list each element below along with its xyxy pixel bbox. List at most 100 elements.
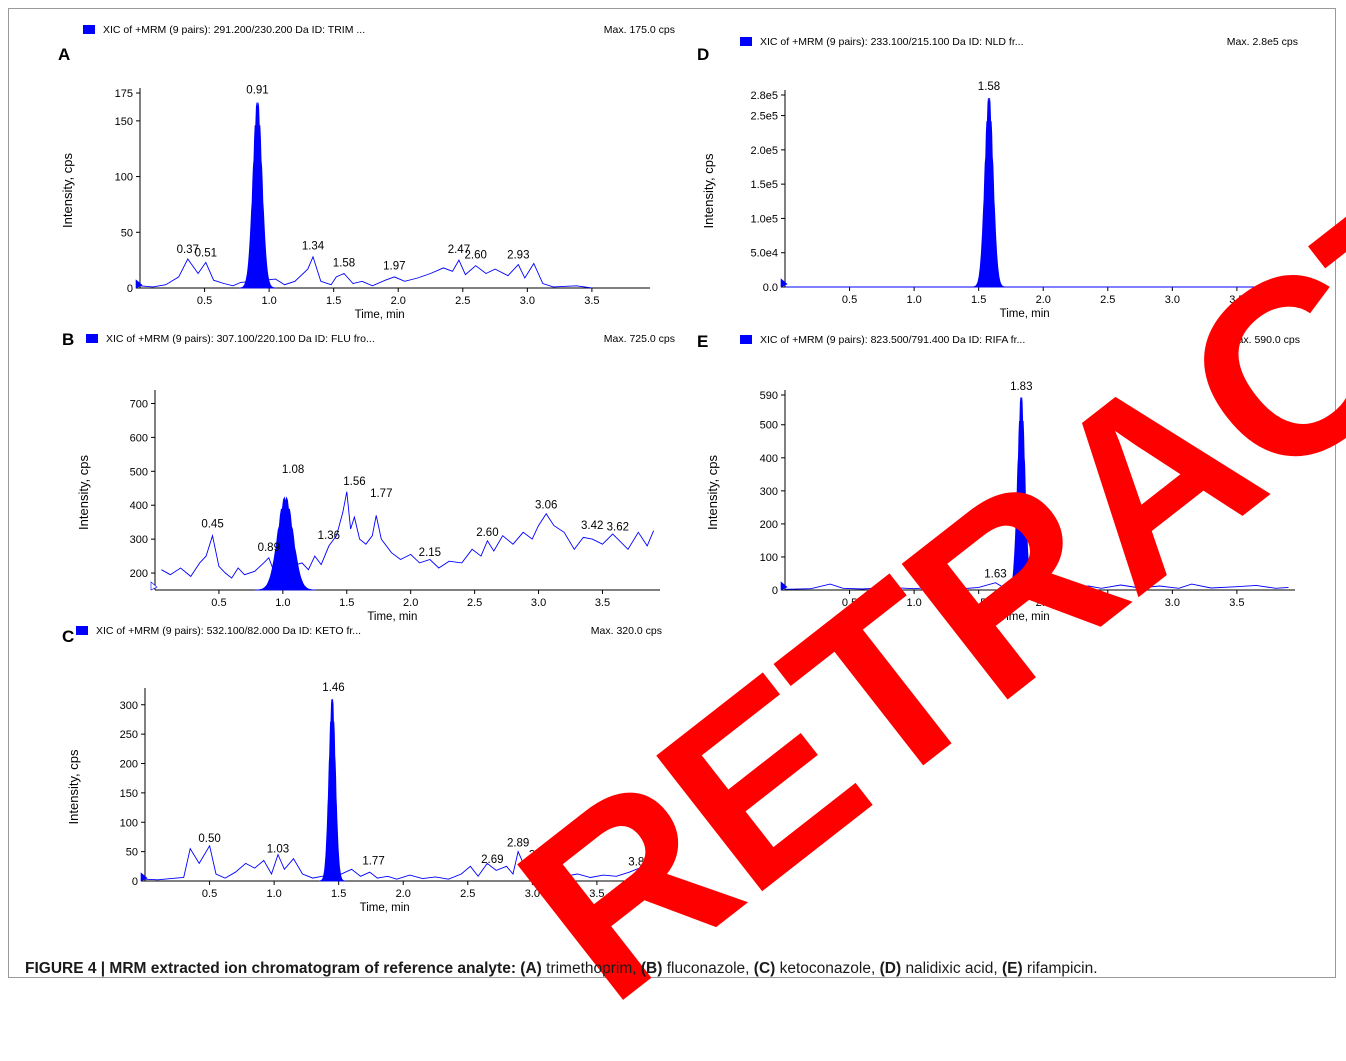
max-intensity-label: Max. 590.0 cps bbox=[1229, 334, 1300, 346]
y-tick-label: 590 bbox=[760, 390, 778, 402]
chromatogram-trace bbox=[139, 255, 592, 289]
peak-label: 1.77 bbox=[370, 488, 392, 500]
y-tick-label: 2.8e5 bbox=[750, 90, 778, 102]
figure-frame bbox=[8, 8, 1336, 978]
peak-label: 0.45 bbox=[201, 518, 223, 530]
panel-label-b: B bbox=[62, 330, 74, 349]
xic-header: XIC of +MRM (9 pairs): 532.100/82.000 Da… bbox=[96, 625, 361, 637]
y-tick-label: 1.5e5 bbox=[750, 179, 778, 191]
caption-tag-a: (A) bbox=[520, 960, 542, 977]
peak-label: 0.91 bbox=[246, 85, 268, 97]
y-tick-label: 50 bbox=[126, 847, 138, 859]
y-tick-label: 100 bbox=[120, 817, 138, 829]
caption-name-b: fluconazole, bbox=[666, 960, 750, 977]
y-tick-label: 300 bbox=[120, 700, 138, 712]
x-tick-label: 3.0 bbox=[1165, 597, 1180, 609]
y-tick-label: 50 bbox=[121, 227, 133, 239]
panel-label-c: C bbox=[62, 627, 74, 646]
x-tick-label: 3.5 bbox=[595, 597, 610, 609]
chromatogram-trace bbox=[161, 491, 655, 579]
x-axis-label: Time, min bbox=[355, 309, 405, 321]
x-tick-label: 0.5 bbox=[202, 888, 217, 900]
caption-name-a: trimethoprim, bbox=[546, 960, 637, 977]
y-axis-label: Intensity, cps bbox=[701, 153, 716, 228]
peak-label: 1.46 bbox=[322, 682, 344, 694]
peak-label: 2.69 bbox=[481, 854, 503, 866]
y-tick-label: 200 bbox=[130, 568, 148, 580]
chromatogram-panels: A XIC of +MRM (9 pairs): 291.200/230.200 … bbox=[58, 24, 1300, 914]
peak-label: 2.15 bbox=[419, 547, 441, 559]
caption-tag-d: (D) bbox=[879, 960, 902, 977]
y-axis-label: Intensity, cps bbox=[705, 455, 720, 530]
y-tick-label: 1.0e5 bbox=[750, 213, 778, 225]
peak-label: 3.06 bbox=[529, 849, 551, 861]
y-tick-label: 175 bbox=[115, 88, 133, 100]
start-marker bbox=[780, 581, 788, 591]
caption-tag-b: (B) bbox=[640, 960, 663, 977]
xic-header: XIC of +MRM (9 pairs): 291.200/230.200 D… bbox=[103, 24, 365, 36]
x-tick-label: 0.5 bbox=[842, 597, 857, 609]
y-tick-label: 0 bbox=[127, 283, 133, 295]
peak-label: 1.58 bbox=[978, 81, 1000, 93]
caption-tag-c: (C) bbox=[753, 960, 776, 977]
peak-label: 1.34 bbox=[302, 241, 325, 253]
y-tick-label: 200 bbox=[120, 759, 138, 771]
peak-label: 3.62 bbox=[607, 522, 629, 534]
chromatogram-trace bbox=[144, 844, 649, 881]
x-tick-label: 1.0 bbox=[266, 888, 281, 900]
y-tick-label: 150 bbox=[120, 788, 138, 800]
x-tick-label: 3.5 bbox=[1229, 294, 1244, 306]
chart-panel-a: A XIC of +MRM (9 pairs): 291.200/230.200 … bbox=[58, 24, 675, 321]
figure-caption: FIGURE 4 | MRM extracted ion chromatogra… bbox=[25, 960, 1098, 978]
y-tick-label: 0.0 bbox=[763, 282, 778, 294]
x-tick-label: 3.5 bbox=[584, 295, 599, 307]
peak-label: 3.42 bbox=[581, 520, 603, 532]
y-tick-label: 5.0e4 bbox=[750, 248, 778, 260]
y-tick-label: 200 bbox=[760, 519, 778, 531]
x-tick-label: 1.5 bbox=[971, 597, 986, 609]
peak-label: 2.47 bbox=[448, 244, 470, 256]
x-axis-label: Time, min bbox=[1000, 611, 1050, 623]
start-marker bbox=[140, 872, 148, 882]
caption-figure-label: FIGURE 4 | MRM extracted ion chromatogra… bbox=[25, 960, 516, 977]
x-tick-label: 2.5 bbox=[455, 295, 470, 307]
y-tick-label: 400 bbox=[130, 500, 148, 512]
x-tick-label: 1.0 bbox=[906, 597, 921, 609]
x-tick-label: 0.5 bbox=[211, 597, 226, 609]
x-tick-label: 1.0 bbox=[275, 597, 290, 609]
y-axis-label: Intensity, cps bbox=[76, 455, 91, 530]
start-marker bbox=[780, 278, 788, 288]
legend-swatch bbox=[83, 25, 95, 34]
peak-label: 0.50 bbox=[198, 833, 220, 845]
max-intensity-label: Max. 2.8e5 cps bbox=[1227, 36, 1298, 48]
x-tick-label: 2.0 bbox=[391, 295, 406, 307]
x-tick-label: 3.0 bbox=[531, 597, 546, 609]
xic-header: XIC of +MRM (9 pairs): 233.100/215.100 D… bbox=[760, 36, 1024, 48]
peak-label: 0.89 bbox=[258, 542, 280, 554]
x-tick-label: 3.0 bbox=[525, 888, 540, 900]
panel-label-d: D bbox=[697, 45, 709, 64]
peak-label: 1.97 bbox=[383, 261, 405, 273]
y-tick-label: 300 bbox=[760, 486, 778, 498]
x-tick-label: 2.0 bbox=[403, 597, 418, 609]
caption-name-c: ketoconazole, bbox=[779, 960, 876, 977]
peak-label: 2.89 bbox=[507, 838, 529, 850]
x-tick-label: 2.0 bbox=[1036, 597, 1051, 609]
x-tick-label: 2.5 bbox=[1100, 597, 1115, 609]
x-tick-label: 2.5 bbox=[467, 597, 482, 609]
peak-label: 2.60 bbox=[465, 249, 487, 261]
y-tick-label: 100 bbox=[760, 552, 778, 564]
chart-panel-c: C XIC of +MRM (9 pairs): 532.100/82.000 D… bbox=[62, 625, 662, 914]
x-tick-label: 0.5 bbox=[842, 294, 857, 306]
xic-header: XIC of +MRM (9 pairs): 823.500/791.400 D… bbox=[760, 334, 1025, 346]
xic-header: XIC of +MRM (9 pairs): 307.100/220.100 D… bbox=[106, 333, 375, 345]
y-axis-label: Intensity, cps bbox=[60, 153, 75, 228]
chart-panel-d: D XIC of +MRM (9 pairs): 233.100/215.100 … bbox=[697, 36, 1298, 320]
legend-swatch bbox=[86, 334, 98, 343]
max-intensity-label: Max. 320.0 cps bbox=[591, 625, 662, 637]
start-marker bbox=[150, 581, 158, 591]
peak-label: 1.63 bbox=[984, 569, 1006, 581]
y-tick-label: 400 bbox=[760, 453, 778, 465]
x-tick-label: 0.5 bbox=[197, 295, 212, 307]
y-tick-label: 150 bbox=[115, 116, 133, 128]
